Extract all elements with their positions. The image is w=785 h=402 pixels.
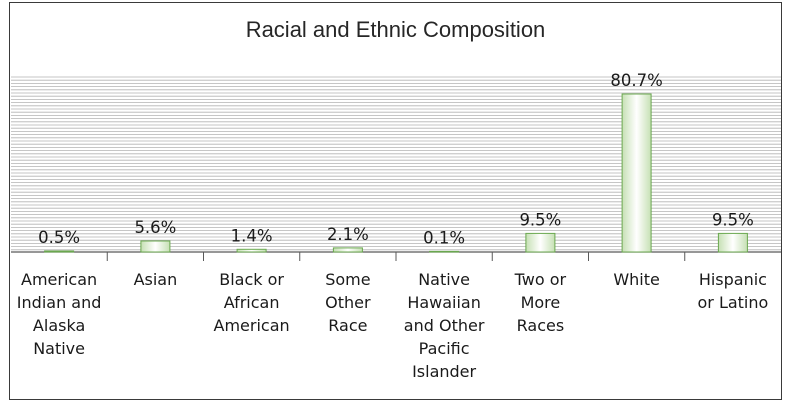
- x-tick-label: Native Hawaiian and Other Pacific Islander: [404, 270, 485, 381]
- x-tick-label-line: Native: [418, 270, 470, 289]
- x-tick-label: Hispanic or Latino: [697, 270, 768, 312]
- x-tick-label-line: Race: [328, 316, 367, 335]
- x-tick-label: Two or More Races: [514, 270, 567, 335]
- chart-title: Racial and Ethnic Composition: [245, 17, 546, 42]
- x-tick-label-line: Hawaiian: [407, 293, 481, 312]
- bar: [332, 247, 363, 253]
- bar: [140, 240, 171, 253]
- x-tick-label-line: Hispanic: [699, 270, 767, 289]
- data-label: 1.4%: [231, 226, 273, 245]
- gridlines: [11, 76, 781, 251]
- x-tick-label: American Indian and Alaska Native: [17, 270, 102, 358]
- data-label: 9.5%: [712, 210, 754, 229]
- x-tick-label-line: Races: [517, 316, 565, 335]
- bar: [525, 232, 556, 253]
- x-tick-label-line: Pacific: [419, 339, 470, 358]
- x-tick-label-line: Alaska: [33, 316, 85, 335]
- bar: [44, 250, 75, 253]
- data-label: 0.5%: [38, 228, 80, 247]
- bar: [621, 93, 652, 253]
- data-label: 80.7%: [610, 71, 662, 90]
- x-tick-label: White: [613, 270, 660, 289]
- bars: [44, 93, 748, 253]
- x-tick-label: Some Other Race: [325, 270, 371, 335]
- data-labels: 0.5% 5.6% 1.4% 2.1% 0.1% 9.5% 80.7% 9.5%: [38, 71, 754, 247]
- data-label: 5.6%: [134, 218, 176, 237]
- x-tick-label: Asian: [134, 270, 178, 289]
- bar: [717, 232, 748, 253]
- x-tick-label-line: Other: [325, 293, 371, 312]
- bar: [236, 248, 267, 253]
- x-tick-label-line: Islander: [412, 362, 476, 381]
- x-tick-label-line: Two or: [514, 270, 567, 289]
- x-tick-label-line: American: [21, 270, 97, 289]
- chart-frame: Racial and Ethnic Composition: [9, 2, 782, 400]
- x-tick-label-line: American: [214, 316, 290, 335]
- x-tick-label-line: More: [521, 293, 561, 312]
- x-tick-label-line: Native: [33, 339, 85, 358]
- data-label: 0.1%: [423, 228, 465, 247]
- x-tick-label-line: White: [613, 270, 660, 289]
- x-tick-label-line: and Other: [404, 316, 485, 335]
- data-label: 2.1%: [327, 225, 369, 244]
- x-axis: [11, 251, 781, 261]
- x-tick-labels: American Indian and Alaska Native Asian Black…: [17, 270, 769, 381]
- x-tick-label-line: Black or: [219, 270, 284, 289]
- x-tick-label-line: or Latino: [697, 293, 768, 312]
- data-label: 9.5%: [519, 210, 561, 229]
- x-tick-label: Black or African American: [214, 270, 290, 335]
- x-tick-label-line: Indian and: [17, 293, 102, 312]
- x-tick-label-line: African: [224, 293, 280, 312]
- bar: [429, 250, 460, 253]
- x-tick-label-line: Asian: [134, 270, 178, 289]
- x-tick-label-line: Some: [325, 270, 370, 289]
